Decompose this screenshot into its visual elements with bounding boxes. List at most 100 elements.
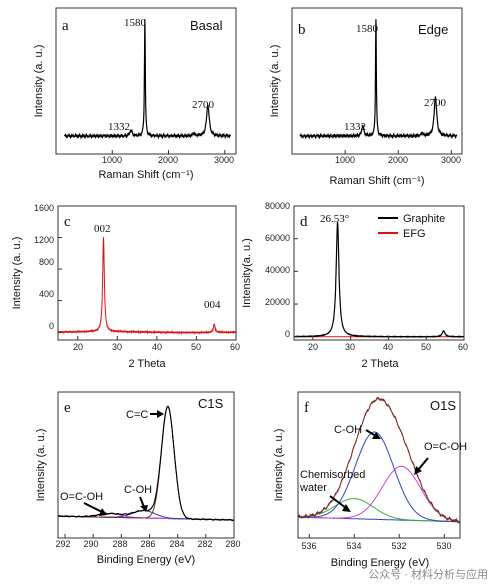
panel-d-xtick-20: 20 [308,342,318,352]
panel-f-ann-water: Chemisorbed water [299,469,365,494]
panel-d-xlabel: 2 Theta [361,358,399,370]
panel-e-frame [57,391,235,539]
panel-e-ann-ocoh: O=C-OH [60,491,103,503]
panel-a: a Basal 1580 1332 2700 1000 2000 3000 Ra… [33,7,237,181]
panel-d-ytick-80000: 80000 [265,201,290,211]
panel-e-xtick-280: 280 [225,539,240,549]
panel-d-frame [293,205,465,341]
panel-e-xtick-290: 290 [83,539,98,549]
panel-c-ytick-1600: 1600 [34,203,54,213]
panel-d-graphite-pattern [293,221,465,338]
legend-efg-label: EFG [403,228,426,240]
panel-d-ytick-0: 0 [285,329,290,339]
panel-b-xtick-2000: 2000 [388,155,408,165]
panel-e-xtick-292: 292 [55,539,70,549]
panel-e-title: C1S [198,396,224,411]
panel-a-spectrum [63,19,231,140]
panel-c-letter: c [64,214,71,230]
panel-f: f O1S C-OH O=C-OH Chemisorbed water 536 5… [273,391,467,569]
panel-b-ann-2700: 2700 [424,97,447,109]
panel-e-letter: e [64,400,71,416]
panel-f-ylabel: Intensity (a. u.) [273,429,285,502]
panel-e-ylabel: Intensity (a. u.) [35,429,47,502]
panel-a-frame [55,7,237,155]
panel-d: d 26.53° Graphite EFG 0 20000 40000 6000… [241,201,468,370]
panel-b-letter: b [298,22,306,38]
panel-c-ylabel: Intensity (a. u.) [11,237,23,310]
panel-f-ann-water-line1: Chemisorbed [300,469,365,481]
panel-f-letter: f [304,400,309,416]
panel-c: c 002 004 0 400 800 1200 1600 20 30 40 5… [11,203,240,370]
panel-d-ylabel: Intensity(a. u.) [241,238,253,308]
panel-c-ytick-800: 800 [39,257,54,267]
panel-d-ytick-60000: 60000 [265,233,290,243]
panel-f-arrow-ocoh [417,457,429,471]
panel-c-ytick-0: 0 [49,321,54,331]
panel-c-xtick-30: 30 [112,342,122,352]
panel-a-xtick-2000: 2000 [158,155,178,165]
legend-graphite-label: Graphite [403,213,445,225]
panel-a-ann-1580: 1580 [124,17,147,29]
panel-f-arrow-water [329,495,347,509]
panel-d-xtick-60: 60 [458,342,468,352]
panel-f-arrowhead-ocoh [414,466,422,475]
panel-d-ytick-20000: 20000 [265,297,290,307]
panel-f-xlabel: Binding Energy (eV) [331,557,429,569]
panel-e-ann-cc: C=C [126,409,148,421]
panel-a-ylabel: Intensity (a. u.) [33,45,45,118]
panel-f-ann-coh: C-OH [334,424,362,436]
panel-f-arrowhead-coh [372,432,381,439]
panel-e-xtick-284: 284 [169,539,184,549]
panel-b-xtick-3000: 3000 [441,155,461,165]
panel-d-xtick-40: 40 [383,342,393,352]
panel-d-xtick-50: 50 [421,342,431,352]
panel-f-ann-ocoh: O=C-OH [424,441,467,453]
panel-b-ann-1580: 1580 [356,23,379,35]
panel-d-letter: d [300,214,308,230]
panel-e-arrowhead-coh [140,505,148,512]
panel-e-xlabel: Binding Energy (eV) [97,554,195,566]
panel-e-arrow-coh [139,496,145,508]
panel-a-xlabel: Raman Shift (cm⁻¹) [98,169,193,181]
panel-e-arrow-ocoh [83,502,103,513]
panel-b-xtick-1000: 1000 [335,155,355,165]
panel-c-xtick-40: 40 [152,342,162,352]
panel-f-xtick-530: 530 [436,541,451,551]
panel-a-xtick-1000: 1000 [102,155,122,165]
panel-a-xtick-3000: 3000 [214,155,234,165]
panel-c-xlabel: 2 Theta [128,358,166,370]
panel-e-xtick-286: 286 [140,539,155,549]
panel-e-xtick-282: 282 [197,539,212,549]
panel-b-spectrum [299,19,458,140]
panel-c-xtick-50: 50 [191,342,201,352]
panel-b-ann-1332: 1332 [344,121,366,133]
panel-d-xtick-30: 30 [345,342,355,352]
panel-c-ann-002: 002 [94,223,111,235]
panel-c-pattern [57,237,237,336]
panel-e-ann-coh: C-OH [124,484,152,496]
panel-f-envelope [297,396,461,525]
panel-a-ann-2700: 2700 [192,99,215,111]
panel-d-ann-peak: 26.53° [320,213,349,225]
panel-b-ylabel: Intensity (a. u.) [269,45,281,118]
panel-e-arrowhead-cc [157,410,164,418]
panel-b: b Edge 1580 1332 2700 1000 2000 3000 Ram… [269,7,463,187]
watermark: 公众号 · 材料分析与应用 [368,567,488,581]
panel-c-xtick-20: 20 [73,342,83,352]
panel-b-xlabel: Raman Shift (cm⁻¹) [329,175,424,187]
panel-c-xtick-60: 60 [230,342,240,352]
panel-f-arrowhead-water [342,504,351,512]
panel-f-xtick-532: 532 [391,541,406,551]
panel-f-ann-water-line2: water [299,482,327,494]
panel-c-ytick-400: 400 [39,289,54,299]
panel-f-fit-water [298,498,461,523]
panel-d-ytick-40000: 40000 [265,265,290,275]
panel-a-letter: a [62,18,69,34]
panel-e-xtick-288: 288 [112,539,127,549]
panel-f-fit-c-oh [298,431,461,523]
panel-e-arrowhead-ocoh [99,508,107,516]
panel-b-frame [291,7,463,155]
panel-a-ann-1332: 1332 [108,121,130,133]
panel-f-title: O1S [430,398,456,413]
